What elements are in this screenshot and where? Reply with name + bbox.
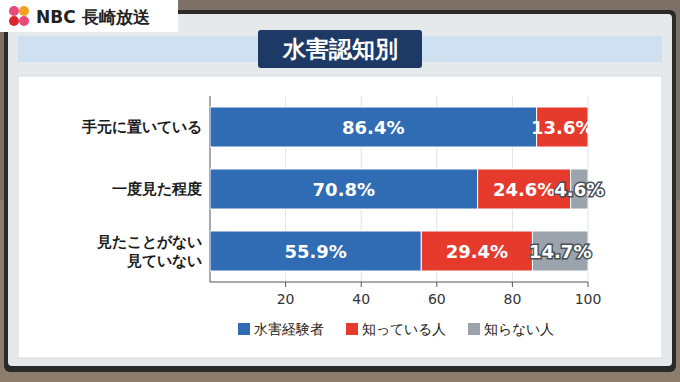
logo-box bbox=[0, 0, 178, 32]
title-band bbox=[18, 36, 662, 62]
logo-petal bbox=[19, 16, 29, 26]
tick-mark bbox=[285, 282, 286, 287]
legend-swatch bbox=[346, 323, 358, 335]
chart-container: 水害認知別 NBC 長崎放送 20 40 60 80 100 86.4% 70.8% 55.9% 1… bbox=[0, 0, 680, 382]
category-label-line: 一度見た程度 bbox=[112, 180, 202, 198]
chart-title: 水害認知別 bbox=[282, 36, 398, 62]
data-label: 14.7% bbox=[529, 241, 591, 262]
tick-mark bbox=[436, 282, 437, 287]
category-label: 見たことがない見ていない bbox=[96, 233, 202, 270]
tick-mark bbox=[361, 282, 362, 287]
bar-segment bbox=[421, 231, 532, 271]
x-axis-line bbox=[210, 282, 588, 283]
tick-label: 60 bbox=[428, 291, 446, 307]
data-label: 4.6% bbox=[554, 179, 604, 200]
data-label: 29.4% bbox=[446, 241, 508, 262]
page: {"chart_data": { "type": "bar", "orienta… bbox=[0, 0, 680, 382]
category-label-line: 手元に置いている bbox=[81, 118, 202, 136]
tick-label: 100 bbox=[575, 291, 602, 307]
logo-petal bbox=[9, 16, 19, 26]
logo-text: NBC 長崎放送 bbox=[36, 7, 150, 27]
legend-label: 知っている人 bbox=[362, 321, 446, 337]
legend-swatch bbox=[468, 323, 480, 335]
category-label: 手元に置いている bbox=[81, 118, 202, 136]
data-label: 55.9% bbox=[284, 241, 346, 262]
bar-segment bbox=[210, 169, 478, 209]
logo-petal bbox=[19, 6, 29, 16]
bar-segment bbox=[210, 231, 421, 271]
data-label: 24.6% bbox=[493, 179, 555, 200]
tick-mark bbox=[512, 282, 513, 287]
tick-mark bbox=[588, 282, 589, 287]
chart-panel bbox=[18, 76, 662, 358]
logo-mark bbox=[9, 6, 29, 26]
logo-petal bbox=[9, 6, 19, 16]
category-label-line: 見ていない bbox=[126, 252, 202, 270]
legend-label: 知らない人 bbox=[484, 321, 554, 337]
legend: 水害経験者 知っている人 知らない人 bbox=[238, 321, 554, 337]
legend-label: 水害経験者 bbox=[254, 321, 324, 337]
legend-swatch bbox=[238, 323, 250, 335]
background-wall bbox=[0, 0, 680, 382]
title-box bbox=[258, 30, 422, 68]
tick-label: 20 bbox=[277, 291, 295, 307]
chart-svg: 水害認知別 NBC 長崎放送 20 40 60 80 100 86.4% 70.8% 55.9% 1… bbox=[0, 0, 680, 382]
data-label: 86.4% bbox=[342, 117, 404, 138]
category-label: 一度見た程度 bbox=[112, 180, 202, 198]
tv-screen bbox=[8, 14, 672, 366]
category-label-line: 見たことがない bbox=[96, 233, 202, 251]
bar-segment bbox=[210, 107, 537, 147]
data-labels: 86.4% 70.8% 55.9% 13.6% 24.6% 29.4% 4.6% 14.7% bbox=[284, 117, 604, 262]
tick-label: 40 bbox=[352, 291, 370, 307]
tv-frame bbox=[4, 10, 676, 372]
data-label: 70.8% bbox=[313, 179, 375, 200]
data-label: 13.6% bbox=[531, 117, 593, 138]
tick-label: 80 bbox=[503, 291, 521, 307]
